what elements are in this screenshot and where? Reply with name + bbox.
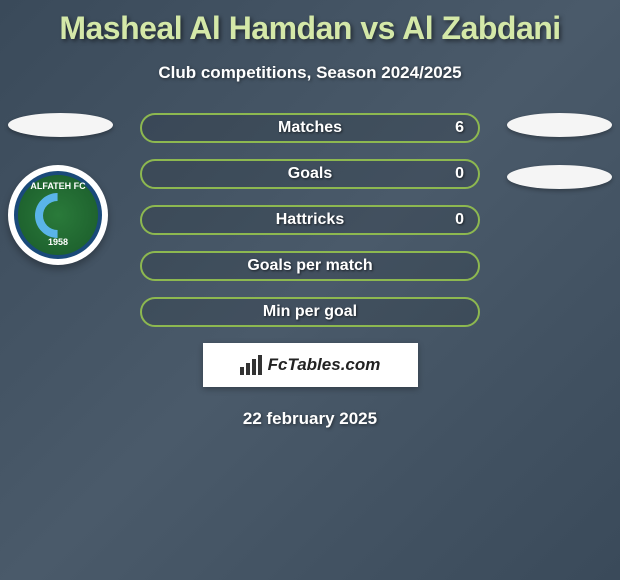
logo-bottom-text: 1958 [48,237,68,247]
stat-row-min-per-goal: Min per goal [140,297,480,327]
stat-row-goals: Goals 0 [140,159,480,189]
comparison-area: ALFATEH FC 1958 Matches 6 Goals 0 Hattri… [0,113,620,429]
right-team-badges [507,113,612,217]
date-text: 22 february 2025 [0,409,620,429]
stat-value-right: 0 [455,165,464,183]
left-team-logo: ALFATEH FC 1958 [8,165,108,265]
stat-label: Goals [288,165,332,183]
right-team-badge-placeholder-2 [507,165,612,189]
stat-row-goals-per-match: Goals per match [140,251,480,281]
stat-row-matches: Matches 6 [140,113,480,143]
stat-value-right: 0 [455,211,464,229]
stat-label: Goals per match [247,257,372,275]
stat-value-right: 6 [455,119,464,137]
brand-text: FcTables.com [268,355,381,375]
right-team-badge-placeholder-1 [507,113,612,137]
stat-label: Min per goal [263,303,357,321]
stat-label: Matches [278,119,342,137]
logo-swoosh-icon [33,195,83,235]
stat-label: Hattricks [276,211,344,229]
logo-top-text: ALFATEH FC [30,181,85,191]
left-team-badge-placeholder [8,113,113,137]
subtitle: Club competitions, Season 2024/2025 [0,63,620,83]
brand-box[interactable]: FcTables.com [203,343,418,387]
team-logo-inner: ALFATEH FC 1958 [14,171,102,259]
stat-rows-container: Matches 6 Goals 0 Hattricks 0 Goals per … [140,113,480,327]
stat-row-hattricks: Hattricks 0 [140,205,480,235]
bar-chart-icon [240,355,262,375]
left-team-badges: ALFATEH FC 1958 [8,113,113,265]
page-title: Masheal Al Hamdan vs Al Zabdani [0,0,620,47]
